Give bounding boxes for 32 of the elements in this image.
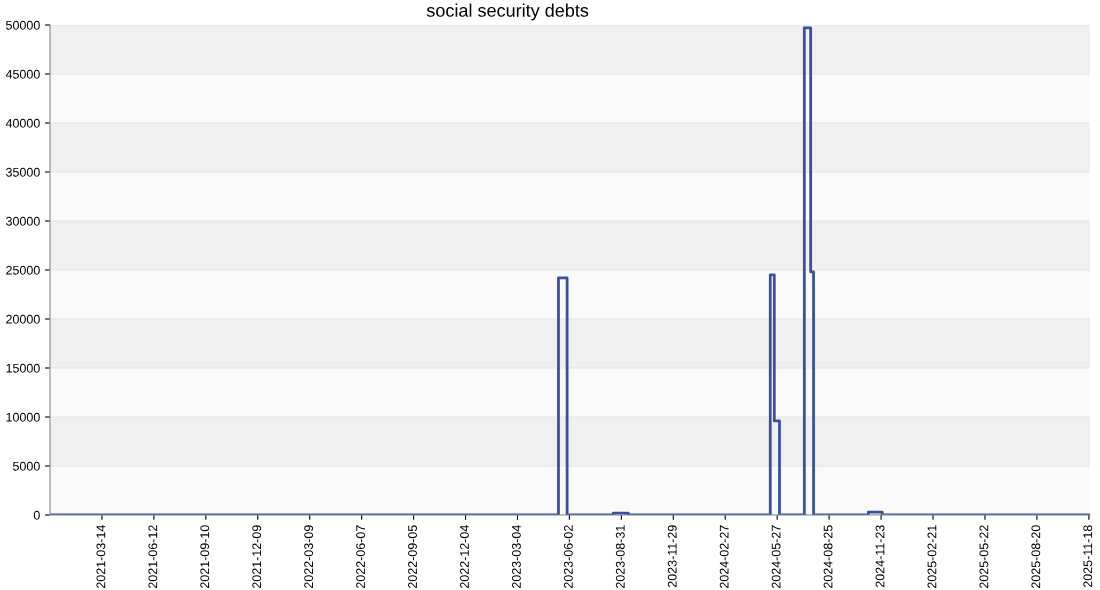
x-tick-label: 2022-06-07: [356, 525, 366, 589]
y-tick-label: 50000: [6, 20, 40, 30]
x-tick-label: 2025-08-20: [1031, 525, 1041, 589]
y-tick-label: 30000: [6, 216, 40, 226]
x-tick-label: 2023-06-02: [563, 525, 573, 589]
y-tick-label: 20000: [6, 314, 40, 324]
y-tick-label: 15000: [6, 363, 40, 373]
x-tick-label: 2023-11-29: [667, 525, 677, 588]
chart-title: social security debts: [426, 3, 589, 21]
y-tick-label: 35000: [6, 167, 40, 177]
x-tick-label: 2021-12-09: [252, 525, 262, 589]
x-tick-label: 2025-05-22: [979, 525, 989, 589]
x-tick-label: 2022-03-09: [304, 525, 314, 589]
x-tick-label: 2024-08-25: [823, 525, 833, 589]
x-tick-label: 2025-02-21: [927, 525, 937, 589]
x-tick-label: 2024-02-27: [719, 525, 729, 589]
y-tick-label: 40000: [5, 118, 40, 128]
y-tick-label: 0: [33, 510, 40, 520]
x-tick-label: 2022-09-05: [408, 525, 417, 589]
y-tick-label: 5000: [12, 461, 40, 471]
x-tick-label: 2022-12-04: [460, 525, 469, 589]
y-tick-label: 10000: [6, 412, 40, 422]
x-tick-label: 2021-06-12: [148, 525, 158, 589]
x-tick-label: 2021-09-10: [200, 525, 210, 589]
x-tick-label: 2021-03-14: [96, 525, 106, 589]
x-tick-label: 2024-11-23: [875, 525, 885, 588]
x-tick-label: 2023-08-31: [615, 525, 625, 589]
x-tick-label: 2024-05-27: [771, 525, 781, 589]
y-tick-label: 25000: [6, 265, 40, 275]
y-tick-label: 45000: [5, 69, 40, 79]
x-tick-label: 2025-11-18: [1083, 525, 1093, 588]
x-tick-label: 2023-03-04: [511, 525, 521, 589]
